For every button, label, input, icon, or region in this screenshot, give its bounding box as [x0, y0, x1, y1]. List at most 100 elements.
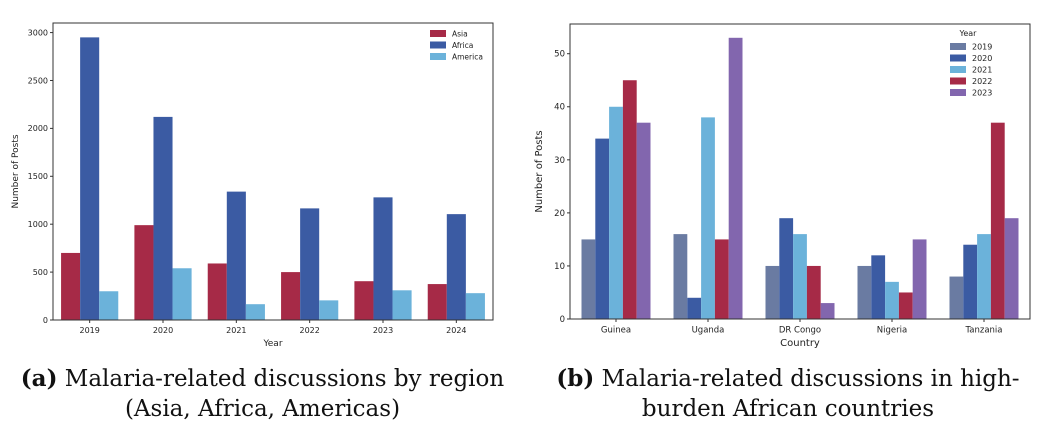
chart-region-posts: 2019 2020 2021 2022 2023 2024 0 500 1000 1500 2000… — [11, 22, 494, 349]
y-tick-label: 2500 — [28, 76, 48, 85]
legend-label: 2022 — [972, 77, 992, 86]
legend-swatch — [950, 66, 966, 73]
axes-group — [52, 22, 494, 321]
legend-swatch — [950, 77, 966, 85]
caption-a-label: (a) — [20, 365, 58, 392]
bar-2020-tanzania — [963, 244, 978, 319]
bar-2020-uganda — [687, 297, 702, 319]
y-tick-label: 30 — [554, 156, 565, 166]
ticks-group: Guinea Uganda DR Congo Nigeria Tanzania 0 10 20… — [554, 50, 1002, 336]
bar-2020-nigeria — [871, 255, 886, 319]
x-tick-label: 2020 — [153, 326, 173, 335]
bar-asia-2019 — [61, 252, 81, 320]
legend-label: 2023 — [972, 89, 992, 98]
bar-asia-2022 — [281, 272, 301, 320]
legend: Year 2019 2020 2021 2022 2023 — [950, 29, 992, 98]
y-tick-label: 0 — [560, 315, 565, 325]
bar-2023-uganda — [728, 37, 743, 320]
caption-b-text: Malaria-related discussions in high-burd… — [601, 366, 1020, 422]
plot-frame — [52, 22, 494, 321]
x-tick-label: Tanzania — [964, 326, 1002, 336]
bar-america-2021 — [245, 304, 265, 320]
y-tick-label: 500 — [33, 268, 48, 277]
y-tick-label: 2000 — [28, 124, 48, 133]
legend-swatch — [950, 54, 966, 62]
bar-america-2023 — [392, 290, 412, 320]
ticks-group: 2019 2020 2021 2022 2023 2024 0 500 1000 1500 2000… — [28, 28, 467, 335]
bar-asia-2020 — [134, 225, 154, 320]
y-tick-label: 0 — [43, 316, 48, 325]
legend-label: 2019 — [972, 43, 992, 52]
legend-label: America — [452, 53, 483, 62]
bar-africa-2020 — [153, 116, 173, 320]
x-tick-label: Guinea — [601, 326, 631, 336]
chart-country-posts: Guinea Uganda DR Congo Nigeria Tanzania 0 10 20… — [534, 23, 1031, 349]
y-tick-label: 10 — [554, 262, 565, 272]
x-axis-label: Country — [780, 338, 820, 349]
x-tick-label: 2024 — [446, 326, 466, 335]
bar-2019-dr-congo — [765, 265, 780, 319]
y-axis-label: Number of Posts — [11, 134, 21, 208]
legend-swatch — [430, 53, 446, 60]
bar-2022-dr-congo — [806, 265, 821, 319]
bar-2020-dr-congo — [779, 218, 794, 319]
bar-2023-guinea — [636, 122, 651, 320]
x-tick-label: Uganda — [692, 326, 725, 336]
bar-america-2020 — [172, 268, 192, 320]
x-tick-label: 2023 — [373, 326, 393, 335]
bar-2023-dr-congo — [820, 303, 835, 319]
y-axis-label: Number of Posts — [534, 130, 545, 212]
bar-2019-guinea — [581, 239, 596, 319]
legend-label: Asia — [452, 30, 468, 39]
bar-asia-2023 — [354, 281, 374, 320]
y-tick-label: 1500 — [28, 172, 48, 181]
bar-2020-guinea — [595, 138, 610, 319]
bar-asia-2021 — [207, 263, 227, 320]
x-tick-label: 2022 — [299, 326, 319, 335]
x-tick-label: 2019 — [79, 326, 99, 335]
bar-2019-uganda — [673, 234, 688, 319]
bar-africa-2021 — [226, 191, 246, 320]
bar-africa-2022 — [300, 208, 320, 320]
bars-group — [581, 37, 1019, 320]
caption-a-text: Malaria-related discussions by region (A… — [64, 366, 505, 422]
y-tick-label: 40 — [554, 103, 565, 113]
bars-group — [61, 37, 485, 320]
bar-america-2019 — [99, 291, 119, 320]
bar-asia-2024 — [427, 284, 447, 320]
legend: Asia Africa America — [430, 30, 483, 62]
y-tick-label: 20 — [554, 209, 565, 219]
x-tick-label: 2021 — [226, 326, 246, 335]
bar-2019-tanzania — [949, 276, 964, 319]
bar-2022-nigeria — [898, 292, 913, 319]
legend-label: 2020 — [972, 54, 992, 63]
caption-b-label: (b) — [556, 365, 595, 392]
legend-title: Year — [959, 29, 978, 38]
bar-2023-nigeria — [912, 239, 927, 319]
caption-b: (b) Malaria-related discussions in high-… — [525, 364, 1051, 424]
legend-swatch — [950, 43, 966, 50]
bar-2021-tanzania — [977, 234, 991, 319]
x-axis-label: Year — [262, 339, 282, 349]
bar-2021-uganda — [701, 117, 715, 320]
caption-a: (a) Malaria-related discussions by regio… — [0, 364, 525, 424]
x-tick-label: Nigeria — [877, 326, 907, 336]
bar-2021-nigeria — [885, 281, 899, 319]
bar-africa-2023 — [373, 197, 393, 320]
bar-2023-tanzania — [1004, 218, 1019, 319]
bar-america-2024 — [465, 293, 485, 320]
legend-swatch — [430, 41, 446, 49]
bar-2022-guinea — [622, 80, 637, 320]
legend-label: 2021 — [972, 66, 992, 75]
legend-swatch — [950, 89, 966, 96]
bar-2022-uganda — [714, 239, 729, 319]
y-tick-label: 1000 — [28, 220, 48, 229]
bar-2019-nigeria — [857, 265, 872, 319]
bar-2022-tanzania — [990, 122, 1005, 320]
bar-america-2022 — [319, 300, 339, 320]
bar-africa-2019 — [80, 37, 100, 320]
x-tick-label: DR Congo — [779, 326, 821, 336]
legend-label: Africa — [452, 41, 473, 50]
y-tick-label: 50 — [554, 50, 565, 60]
legend-swatch — [430, 30, 446, 37]
